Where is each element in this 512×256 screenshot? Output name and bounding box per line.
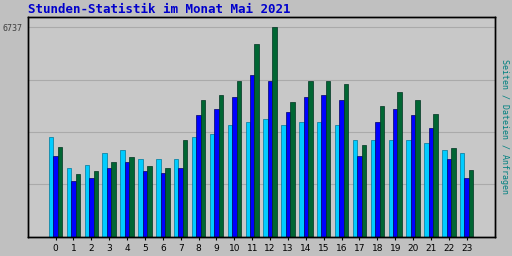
Bar [112,162,116,237]
Bar [344,84,348,237]
Bar [237,81,241,237]
Bar [393,109,397,237]
Y-axis label: Seiten / Dateien / Anfragen: Seiten / Dateien / Anfragen [500,59,509,194]
Bar [71,181,76,237]
Bar [353,140,357,237]
Bar [357,156,361,237]
Bar [304,97,308,237]
Bar [53,156,58,237]
Bar [138,159,143,237]
Text: Stunden-Statistik im Monat Mai 2021: Stunden-Statistik im Monat Mai 2021 [28,3,290,16]
Bar [161,173,165,237]
Bar [143,171,147,237]
Bar [232,97,237,237]
Bar [84,165,89,237]
Bar [156,159,161,237]
Bar [451,148,456,237]
Bar [120,150,125,237]
Bar [469,170,474,237]
Bar [58,146,62,237]
Bar [433,114,438,237]
Bar [201,100,205,237]
Bar [76,175,80,237]
Bar [407,140,411,237]
Bar [375,122,379,237]
Bar [165,168,169,237]
Bar [446,159,451,237]
Bar [179,168,183,237]
Bar [130,157,134,237]
Bar [286,112,290,237]
Bar [389,140,393,237]
Bar [196,115,201,237]
Bar [339,100,344,237]
Bar [322,95,326,237]
Bar [183,140,187,237]
Bar [102,153,107,237]
Bar [411,115,415,237]
Bar [308,81,312,237]
Bar [379,106,384,237]
Bar [429,128,433,237]
Bar [460,153,464,237]
Bar [192,137,196,237]
Bar [254,44,259,237]
Bar [299,122,304,237]
Bar [281,125,286,237]
Bar [89,178,94,237]
Bar [228,125,232,237]
Bar [464,178,469,237]
Bar [107,168,112,237]
Bar [371,140,375,237]
Bar [219,95,223,237]
Bar [263,119,268,237]
Bar [67,168,71,237]
Bar [290,102,295,237]
Bar [210,134,214,237]
Bar [125,162,130,237]
Bar [361,145,366,237]
Bar [335,125,339,237]
Bar [174,159,179,237]
Bar [415,100,420,237]
Bar [268,81,272,237]
Bar [49,137,53,237]
Bar [397,92,402,237]
Bar [147,166,152,237]
Bar [442,150,446,237]
Bar [272,27,277,237]
Bar [326,81,330,237]
Bar [317,122,322,237]
Bar [424,143,429,237]
Bar [94,171,98,237]
Bar [246,122,250,237]
Bar [214,109,219,237]
Bar [250,75,254,237]
